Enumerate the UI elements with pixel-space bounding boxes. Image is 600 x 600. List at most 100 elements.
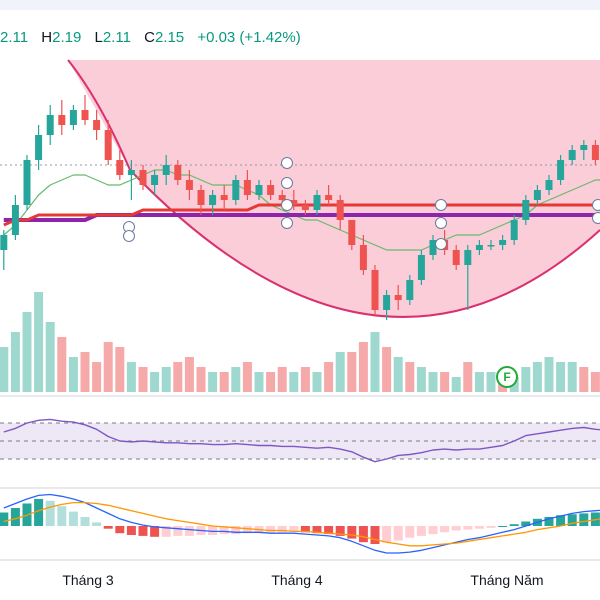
volume-bar [556, 362, 566, 392]
macd-histogram-bar [150, 526, 160, 537]
macd-histogram-bar [474, 526, 484, 529]
candle-body [394, 295, 402, 300]
candle-body [290, 200, 298, 205]
macd-histogram-bar [358, 526, 368, 543]
macd-histogram-bar [138, 526, 148, 536]
volume-bar [300, 367, 310, 392]
volume-bar [289, 372, 299, 392]
drawing-anchor-handle[interactable] [281, 199, 293, 211]
macd-signal-line [3, 501, 600, 547]
macd-histogram-bar [115, 526, 125, 534]
cup-pattern-outline [67, 59, 600, 318]
candle-body [591, 145, 599, 160]
volume-bar [335, 352, 345, 392]
volume-bar [57, 337, 67, 392]
volume-bar [347, 352, 357, 392]
x-axis-label-april: Tháng 4 [271, 572, 323, 588]
macd-histogram-bar [428, 526, 438, 535]
macd-histogram-bar [10, 508, 20, 526]
candle-body [162, 165, 170, 175]
volume-bar [451, 377, 461, 392]
candle-body [475, 245, 483, 250]
candle-body [510, 220, 518, 240]
candle-body [371, 270, 379, 310]
macd-histogram-bar [126, 526, 136, 535]
drawing-anchor-handle[interactable] [592, 212, 600, 224]
volume-bar [138, 367, 148, 392]
ohlc-low: L2.11 [94, 29, 131, 46]
macd-histogram-bar [80, 517, 90, 526]
volume-bar [208, 372, 218, 392]
macd-histogram-bar [521, 521, 531, 526]
macd-histogram-bar [440, 526, 450, 533]
candle-body [429, 240, 437, 255]
candle-body [545, 180, 553, 190]
drawing-anchor-handle[interactable] [281, 177, 293, 189]
candle-body [487, 245, 495, 247]
drawing-anchor-handle[interactable] [281, 157, 293, 169]
volume-bar [231, 367, 241, 392]
macd-histogram-bar [103, 526, 113, 529]
candle-body [464, 250, 472, 265]
macd-histogram-bar [405, 526, 415, 538]
candle-body [255, 185, 263, 195]
candle-body [533, 190, 541, 200]
candle-body [220, 195, 228, 200]
macd-histogram-bar [335, 526, 345, 536]
drawing-anchor-handle[interactable] [435, 217, 447, 229]
macd-histogram-bar [300, 526, 310, 533]
volume-bar [324, 362, 334, 392]
candle-body [348, 220, 356, 245]
x-axis-label-may: Tháng Năm [470, 572, 544, 588]
volume-bar [184, 357, 194, 392]
candle-body [104, 130, 112, 160]
macd-histogram-bar [324, 526, 334, 535]
macd-histogram-bar [393, 526, 403, 541]
moving-average-green [3, 169, 600, 251]
volume-bar [22, 312, 32, 392]
volume-bar [486, 372, 496, 392]
candle-body [197, 190, 205, 205]
volume-bar [80, 352, 90, 392]
volume-bar [161, 367, 171, 392]
drawing-anchor-handle[interactable] [123, 230, 135, 242]
drawing-anchor-handle[interactable] [592, 199, 600, 211]
volume-bar [219, 372, 229, 392]
candle-body [127, 170, 135, 175]
volume-bar [242, 362, 252, 392]
volume-bar [150, 372, 160, 392]
macd-histogram-bar [208, 526, 218, 535]
candle-body [69, 110, 77, 125]
volume-bar [45, 322, 55, 392]
macd-histogram-bar [45, 500, 55, 526]
candle-body [313, 195, 321, 210]
volume-bar [370, 332, 380, 392]
candle-body [406, 280, 414, 300]
candle-body [568, 150, 576, 160]
candle-body [174, 165, 182, 180]
drawing-anchor-handle[interactable] [281, 217, 293, 229]
macd-histogram-bar [57, 506, 67, 526]
drawing-anchor-handle[interactable] [435, 199, 447, 211]
drawing-anchor-handle[interactable] [435, 238, 447, 250]
macd-histogram-bar [219, 526, 229, 535]
volume-bar [126, 362, 136, 392]
top-toolbar-strip [0, 0, 600, 10]
volume-bar [277, 367, 287, 392]
event-flag-badge[interactable]: F [496, 366, 518, 388]
candle-body [0, 235, 8, 250]
candle-body [46, 115, 54, 135]
candle-body [58, 115, 66, 125]
macd-histogram-bar [416, 526, 426, 536]
volume-bar [474, 372, 484, 392]
volume-bar [173, 362, 183, 392]
candle-body [301, 205, 309, 210]
volume-bar [68, 357, 78, 392]
volume-bar [382, 347, 392, 392]
candle-body [580, 145, 588, 150]
macd-histogram-bar [0, 512, 9, 526]
macd-histogram-bar [161, 526, 171, 537]
volume-bar [544, 357, 554, 392]
candle-body [151, 175, 159, 185]
